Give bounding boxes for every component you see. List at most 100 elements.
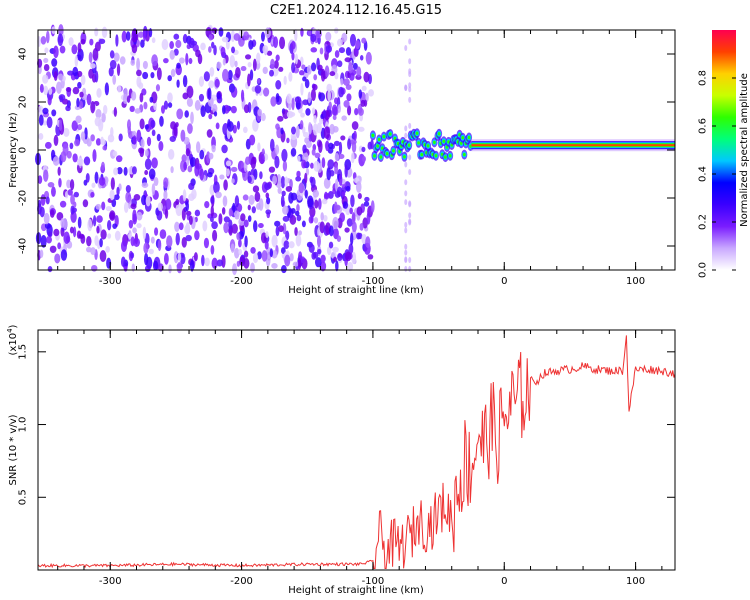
spectrogram-cell bbox=[308, 132, 313, 142]
spectrogram-cell bbox=[270, 96, 277, 107]
spectrogram-cell bbox=[262, 87, 270, 97]
spectrogram-cell bbox=[223, 216, 230, 223]
spectrogram-cell bbox=[290, 208, 296, 214]
spectrogram-cell bbox=[117, 85, 122, 93]
spectrogram-cell bbox=[317, 64, 323, 71]
spectrogram-cell bbox=[211, 144, 216, 153]
spectrogram-cell bbox=[115, 155, 123, 163]
spectrogram-cell bbox=[340, 78, 344, 86]
spectrogram-cell bbox=[230, 166, 238, 172]
spectrogram-cell bbox=[248, 194, 255, 206]
spectrogram-cell bbox=[92, 149, 97, 163]
spectrogram-cell bbox=[316, 122, 322, 134]
spectrogram-cell bbox=[341, 115, 347, 121]
spectrogram-cell bbox=[44, 141, 52, 149]
spectrogram-cell bbox=[113, 194, 120, 201]
spectrogram-cell bbox=[43, 212, 50, 225]
spectrogram-cell bbox=[80, 38, 86, 45]
spectrogram-cell bbox=[91, 182, 96, 188]
spectrogram-cell bbox=[208, 80, 215, 89]
spectrogram-cell bbox=[157, 202, 163, 212]
spectrogram-cell bbox=[47, 231, 53, 238]
spectrogram-cell bbox=[131, 29, 138, 43]
spectrogram-cell bbox=[260, 113, 267, 122]
spectrogram-cell bbox=[280, 265, 287, 274]
spectrogram-cell bbox=[322, 109, 327, 119]
spectrogram-cell bbox=[211, 257, 218, 269]
spectrogram-cell bbox=[90, 191, 95, 198]
spectrogram-cell bbox=[131, 263, 135, 272]
spectrogram-cell bbox=[153, 176, 159, 187]
spectrogram-cell bbox=[116, 186, 120, 196]
spectrogram-cell bbox=[327, 146, 334, 154]
spectrogram-cell bbox=[404, 221, 408, 228]
spectrogram-cell bbox=[131, 166, 137, 175]
spectrogram-cell bbox=[337, 153, 345, 160]
spectrogram-cell bbox=[270, 58, 275, 69]
spectrogram-cell bbox=[262, 66, 268, 75]
spectrogram-cell bbox=[44, 47, 49, 54]
spectrogram-cell bbox=[229, 83, 236, 93]
spectrogram-cell bbox=[86, 235, 92, 247]
spectrogram-cell bbox=[169, 136, 176, 143]
spectrogram-cell bbox=[408, 218, 412, 225]
spectrogram-cell bbox=[404, 45, 408, 52]
spectrogram-cell bbox=[44, 222, 51, 229]
spectrogram-cell bbox=[353, 130, 357, 141]
spectrogram-cell bbox=[168, 264, 172, 274]
spectrogram-cell bbox=[365, 51, 372, 65]
spectrogram-cell bbox=[333, 140, 340, 147]
spectrogram-cell bbox=[179, 254, 186, 265]
spectrogram-cell bbox=[70, 194, 75, 205]
signal-cell bbox=[377, 137, 381, 142]
spectrogram-cell bbox=[290, 132, 297, 141]
spectrogram-cell bbox=[85, 246, 92, 253]
spectrogram-cell bbox=[356, 232, 361, 240]
spectrogram-cell bbox=[175, 39, 182, 49]
spectrogram-cell bbox=[230, 30, 236, 43]
spectrogram-cell bbox=[141, 194, 147, 206]
spectrogram-cell bbox=[370, 200, 375, 213]
spectrogram-cell bbox=[69, 179, 75, 191]
spectrogram-cell bbox=[284, 254, 291, 267]
spectrogram-cell bbox=[65, 105, 71, 112]
spectrogram-cell bbox=[66, 150, 72, 159]
spectrogram-cell bbox=[88, 68, 94, 79]
spectrogram-cell bbox=[307, 29, 312, 36]
spectrogram-cell bbox=[113, 106, 117, 117]
spectrogram-cell bbox=[94, 70, 99, 83]
spectrogram-cell bbox=[137, 31, 145, 38]
spectrogram-cell bbox=[344, 164, 348, 178]
spectrogram-cell bbox=[265, 209, 272, 215]
spectrogram-cell bbox=[63, 127, 70, 137]
spectrogram-cell bbox=[357, 126, 365, 132]
spectrogram-cell bbox=[43, 85, 49, 96]
spectrogram-cell bbox=[210, 245, 215, 255]
spectrogram-cell bbox=[80, 234, 86, 244]
spectrogram-cell bbox=[341, 32, 348, 43]
spectrogram-cell bbox=[57, 33, 64, 47]
spectrogram-cell bbox=[195, 141, 201, 153]
spectrogram-cell bbox=[247, 175, 252, 184]
spectrogram-cell bbox=[136, 69, 142, 77]
spectrogram-cell bbox=[43, 169, 49, 182]
spectrogram-cell bbox=[71, 44, 78, 55]
spectrogram-cell bbox=[271, 234, 278, 248]
signal-cell bbox=[382, 135, 386, 139]
spectrogram-cell bbox=[285, 186, 293, 192]
spectrogram-cell bbox=[99, 250, 107, 262]
spectrogram-x-axis-label: Height of straight line (km) bbox=[288, 285, 424, 296]
spectrogram-cell bbox=[130, 252, 135, 259]
spectrogram-cell bbox=[214, 78, 220, 88]
spectrogram-cell bbox=[323, 214, 328, 222]
colorbar-tick-label: 0.6 bbox=[698, 118, 709, 134]
spectrogram-cell bbox=[252, 58, 257, 72]
spectrogram-cell bbox=[229, 54, 236, 68]
spectrogram-marks bbox=[35, 24, 675, 276]
spectrogram-cell bbox=[278, 66, 284, 72]
spectrogram-cell bbox=[238, 239, 242, 248]
spectrogram-cell bbox=[121, 30, 127, 43]
spectrogram-cell bbox=[222, 68, 229, 82]
spectrogram-cell bbox=[338, 86, 344, 98]
